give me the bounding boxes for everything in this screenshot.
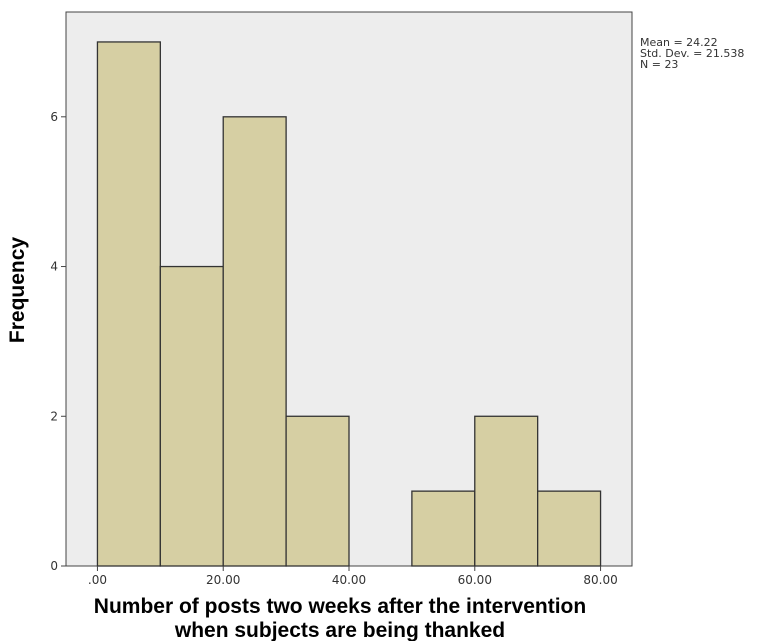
histogram-bar-10-20 [159, 265, 224, 567]
x-tick-label: 40.00 [332, 573, 366, 587]
stat-mean: Mean = 24.22 [640, 36, 718, 49]
bars-group [96, 41, 602, 567]
y-axis-title: Frequency [6, 237, 29, 344]
y-tick-label: 2 [50, 409, 58, 423]
histogram-bar-20-30 [222, 116, 287, 567]
histogram-bar-70-80 [537, 490, 602, 567]
histogram-bar-30-40 [285, 415, 350, 567]
x-axis: .00 20.00 40.00 60.00 80.00 [88, 566, 618, 587]
histogram-bar-0-10 [96, 41, 161, 567]
stat-std-dev: Std. Dev. = 21.538 [640, 47, 744, 60]
histogram-bar-50-60 [411, 490, 476, 567]
x-axis-title-line-1: Number of posts two weeks after the inte… [94, 595, 586, 618]
x-axis-title-line-2: when subjects are being thanked [174, 619, 505, 641]
x-tick-label: .00 [88, 573, 107, 587]
y-tick-label: 4 [50, 260, 58, 274]
stat-n: N = 23 [640, 58, 678, 71]
y-axis: 0 2 4 6 [50, 110, 66, 573]
y-tick-label: 0 [50, 559, 58, 573]
x-tick-label: 20.00 [206, 573, 240, 587]
x-tick-label: 80.00 [583, 573, 617, 587]
x-tick-label: 60.00 [458, 573, 492, 587]
y-tick-label: 6 [50, 110, 58, 124]
histogram-bar-60-70 [474, 415, 539, 567]
